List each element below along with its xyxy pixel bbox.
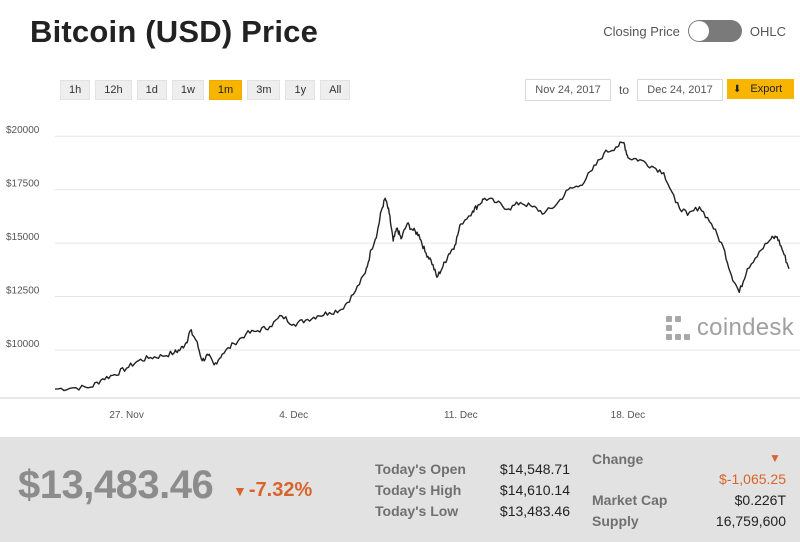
date-to-label: to [619,83,630,97]
chart-mode-toggle[interactable] [687,20,742,42]
range-3m-button[interactable]: 3m [247,80,281,100]
range-1h-button[interactable]: 1h [60,80,91,100]
down-triangle-icon: ▼ [233,483,247,499]
current-price: $13,483.46 [18,463,214,507]
price-chart[interactable]: $10000 $12500 $15000 $17500 $20000 27. Nov 4.… [0,112,800,430]
change-value: $-1,065.25 [719,471,786,487]
todays-high-value: $14,610.14 [499,482,570,498]
y-tick-label: $15000 [6,232,40,243]
export-button-label: Export [750,83,783,95]
todays-high-label: Today's High [375,482,462,498]
chart-mode-toggle-group: Closing Price OHLC [603,20,786,42]
download-arrow-icon: ⬇ [733,84,742,95]
range-12h-button[interactable]: 12h [95,80,132,100]
ohlc-label[interactable]: OHLC [749,23,786,39]
y-tick-label: $20000 [6,125,40,136]
range-1w-button[interactable]: 1w [171,80,204,100]
market-cap-label: Market Cap [592,492,668,508]
coindesk-wordmark: coindesk [696,314,794,341]
x-tick-label: 4. Dec [279,410,308,421]
coindesk-logo: coindesk [665,314,794,342]
x-tick-label: 18. Dec [611,410,645,421]
y-tick-label: $17500 [6,179,40,190]
x-axis: 27. Nov 4. Dec 11. Dec 18. Dec [109,410,645,421]
change-label: Change [592,451,644,467]
range-all-button[interactable]: All [320,80,351,100]
price-series-line [54,141,790,392]
date-to-input[interactable]: Dec 24, 2017 [637,79,723,101]
range-1m-button[interactable]: 1m [208,80,243,100]
y-tick-label: $12500 [6,286,40,297]
todays-low-value: $13,483.46 [499,503,570,519]
x-tick-label: 11. Dec [444,410,478,421]
page-title: Bitcoin (USD) Price [30,14,319,49]
x-tick-label: 27. Nov [109,410,143,421]
export-button[interactable]: ⬇ Export [727,79,794,99]
price-change-percent: ▼ -7.32% [233,479,312,502]
range-1y-button[interactable]: 1y [285,80,316,100]
change-down-icon: ▼ [769,451,781,465]
market-cap-value: $0.226T [734,492,786,508]
chart-grid [0,135,800,399]
todays-open-value: $14,548.71 [499,461,570,477]
y-axis: $10000 $12500 $15000 $17500 $20000 [6,125,40,350]
range-1d-button[interactable]: 1d [136,80,167,100]
percent-change-value: -7.32% [248,479,313,501]
todays-open-label: Today's Open [375,461,466,477]
toggle-knob [688,21,709,41]
closing-price-label[interactable]: Closing Price [603,23,680,39]
date-from-input[interactable]: Nov 24, 2017 [525,79,611,101]
supply-value: 16,759,600 [715,513,786,529]
time-range-selector: 1h 12h 1d 1w 1m 3m 1y All [60,80,355,100]
supply-label: Supply [592,513,639,529]
y-tick-label: $10000 [6,339,40,350]
coindesk-logo-icon [665,316,690,340]
todays-low-label: Today's Low [375,503,459,519]
stats-panel: $13,483.46 ▼ -7.32% Today's Open $14,548.… [0,437,800,542]
